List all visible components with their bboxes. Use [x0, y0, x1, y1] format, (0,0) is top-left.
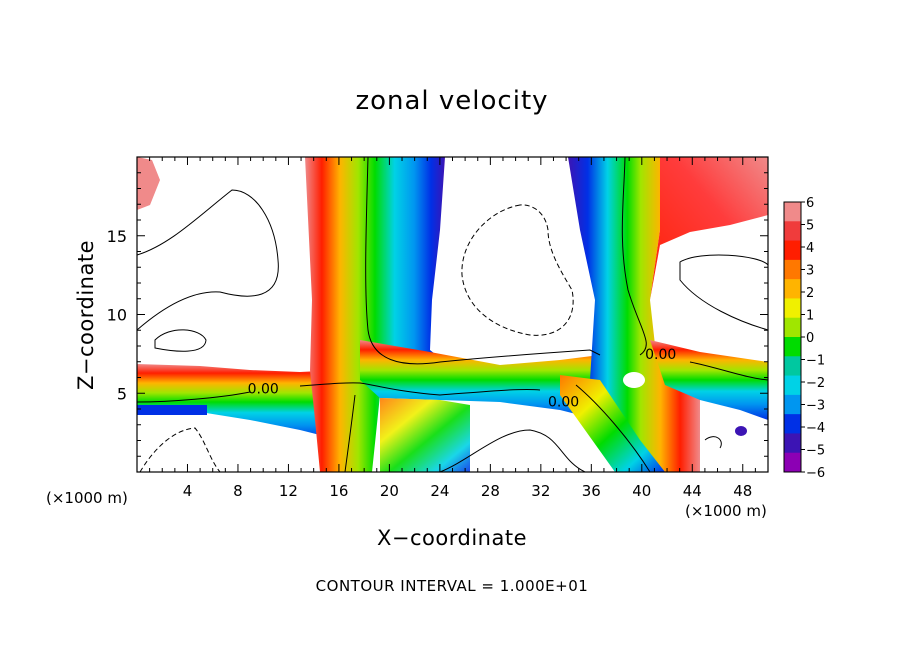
colorbar-tick-label: 1	[806, 309, 814, 324]
contour-right-side	[689, 361, 768, 381]
colorbar-segment	[784, 433, 801, 454]
colorbar-tick-label: 2	[806, 286, 814, 301]
x-tick-label: 44	[683, 482, 702, 500]
colorbar-segment	[784, 298, 801, 319]
x-tick-label: 12	[279, 482, 298, 500]
central-jet	[305, 157, 445, 472]
x-tick-label: 32	[531, 482, 550, 500]
contour-right-jet	[621, 157, 647, 356]
contour-label: 0.00	[645, 347, 676, 363]
colorbar-segment	[784, 452, 801, 473]
colorbar-segment	[784, 356, 801, 377]
chart-title: zonal velocity	[355, 86, 549, 116]
contour-lines	[137, 157, 768, 472]
contour-dashed-center	[461, 204, 574, 336]
colorbar-segment	[784, 394, 801, 415]
contour-jet-axis	[365, 157, 601, 365]
color-field	[137, 157, 768, 472]
x-tick-label: 36	[582, 482, 601, 500]
contour-label: 0.00	[248, 382, 279, 398]
contour-label: 0.00	[548, 394, 579, 410]
x-unit-label-right: (×1000 m)	[685, 502, 767, 520]
contour-zero-left	[137, 382, 541, 403]
shear-layer-middle	[360, 340, 600, 420]
lower-right-branch	[560, 375, 665, 472]
x-axis-label: X−coordinate	[377, 526, 527, 550]
contour-labels: 0.00 0.00 0.00	[248, 347, 677, 410]
colorbar-segment	[784, 414, 801, 434]
shear-layer-left	[137, 364, 340, 440]
contour-bottom-middle	[439, 429, 586, 472]
y-tick-label: 5	[117, 384, 127, 403]
y-tick-label: 15	[107, 227, 127, 246]
colorbar-segment	[784, 259, 801, 280]
contour-small-loop	[154, 329, 207, 352]
upper-right-region	[650, 157, 768, 300]
white-patch	[623, 372, 645, 388]
contour-right-loop	[679, 254, 768, 331]
contour-dashed-lower-left	[139, 427, 221, 472]
shear-layer-right	[650, 340, 768, 420]
contour-interval-text: CONTOUR INTERVAL = 1.000E+01	[315, 577, 589, 595]
colorbar-segment	[784, 240, 801, 261]
x-unit-label-left: (×1000 m)	[46, 489, 128, 507]
x-axis: 4 8 12 16 20 24 28 32 36 40 44 48	[149, 157, 756, 500]
y-tick-label: 10	[107, 306, 127, 325]
colorbar-segment	[784, 375, 801, 396]
contour-diagonal	[575, 384, 651, 472]
lower-left-blue	[137, 405, 207, 415]
colorbar-segment	[784, 317, 801, 338]
y-axis-label: Z−coordinate	[74, 240, 98, 390]
small-purple-spot	[735, 426, 747, 436]
colorbar-segment	[784, 337, 801, 357]
colorbar-tick-label: 0	[806, 331, 814, 346]
x-tick-label: 48	[733, 482, 752, 500]
colorbar-tick-label: −5	[806, 444, 825, 459]
x-tick-label: 20	[380, 482, 399, 500]
x-tick-label: 8	[233, 482, 243, 500]
colorbar-tick-label: 6	[806, 196, 814, 211]
contour-top-left	[137, 189, 279, 331]
colorbar-tick-label: −2	[806, 376, 825, 391]
colorbar-tick-label: −3	[806, 399, 825, 414]
contour-bottom-right	[704, 436, 722, 449]
colorbar-segment	[784, 221, 801, 242]
colorbar-segment	[784, 202, 801, 222]
colorbar-segment	[784, 279, 801, 299]
y-axis: 5 10 15	[107, 172, 768, 457]
colorbar-tick-label: 4	[806, 241, 814, 256]
contour-lower-jet	[344, 394, 356, 472]
colorbar-tick-label: −6	[806, 466, 825, 481]
colorbar: 6 5 4 3 2 1 0 −1 −2 −3 −4 −5 −6	[783, 196, 825, 481]
x-tick-label: 24	[430, 482, 449, 500]
colorbar-tick-label: −4	[806, 421, 825, 436]
colorbar-tick-label: 3	[806, 264, 814, 279]
left-edge-spot	[137, 157, 160, 210]
lower-branch	[380, 398, 470, 472]
x-tick-label: 40	[632, 482, 651, 500]
colorbar-tick-label: −1	[806, 354, 825, 369]
colorbar-tick-label: 5	[806, 219, 814, 234]
x-tick-label: 28	[481, 482, 500, 500]
x-tick-label: 16	[329, 482, 348, 500]
x-tick-label: 4	[183, 482, 193, 500]
